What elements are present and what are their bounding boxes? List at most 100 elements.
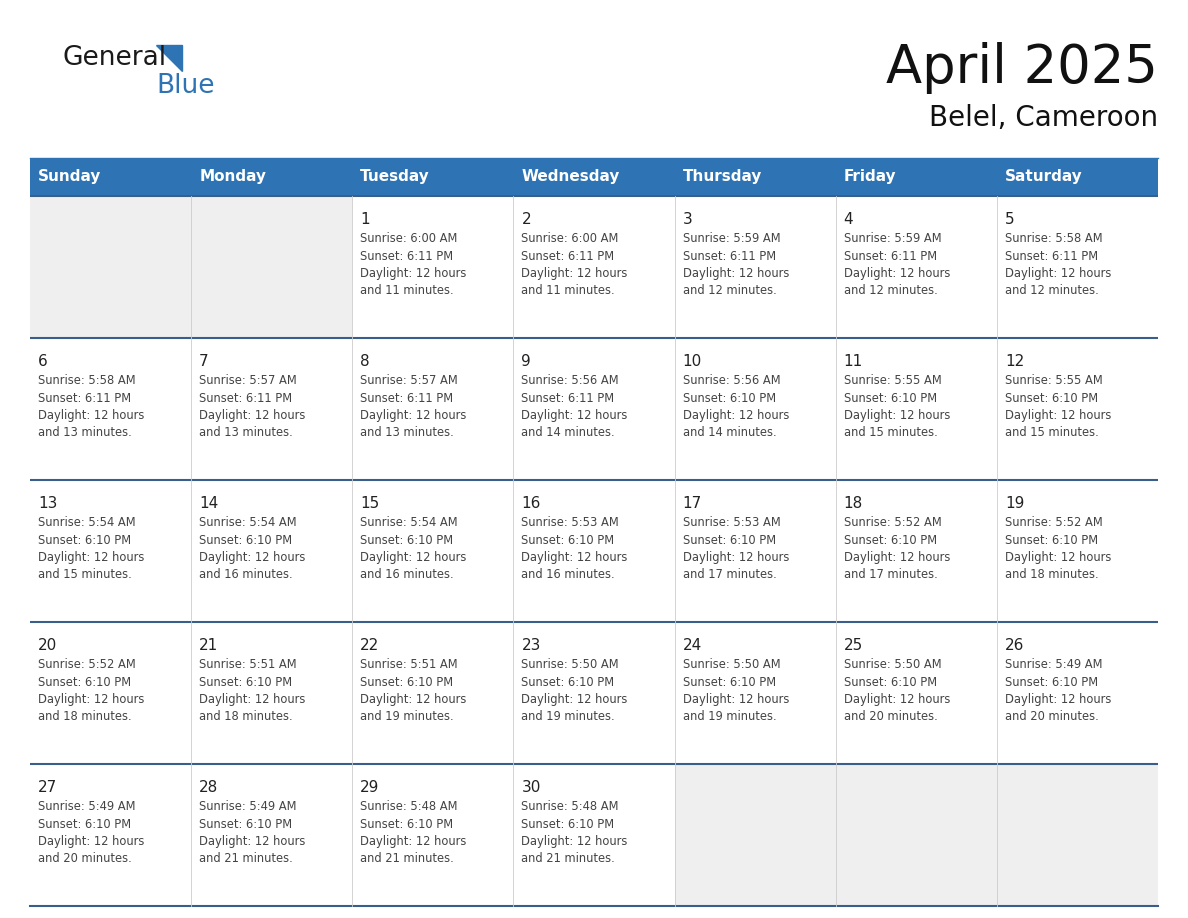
Text: Belel, Cameroon: Belel, Cameroon <box>929 104 1158 132</box>
Bar <box>30 480 191 622</box>
Bar <box>835 764 997 906</box>
Text: Sunrise: 5:55 AM
Sunset: 6:10 PM
Daylight: 12 hours
and 15 minutes.: Sunrise: 5:55 AM Sunset: 6:10 PM Dayligh… <box>1005 374 1111 440</box>
Text: Sunrise: 5:51 AM
Sunset: 6:10 PM
Daylight: 12 hours
and 18 minutes.: Sunrise: 5:51 AM Sunset: 6:10 PM Dayligh… <box>200 658 305 723</box>
Text: Friday: Friday <box>843 170 896 185</box>
Bar <box>997 622 1158 764</box>
Text: 5: 5 <box>1005 212 1015 227</box>
Bar <box>675 764 835 906</box>
Bar <box>675 338 835 480</box>
Text: 7: 7 <box>200 354 209 369</box>
Text: Sunrise: 6:00 AM
Sunset: 6:11 PM
Daylight: 12 hours
and 11 minutes.: Sunrise: 6:00 AM Sunset: 6:11 PM Dayligh… <box>522 232 627 297</box>
Text: 6: 6 <box>38 354 48 369</box>
Text: Sunrise: 5:57 AM
Sunset: 6:11 PM
Daylight: 12 hours
and 13 minutes.: Sunrise: 5:57 AM Sunset: 6:11 PM Dayligh… <box>360 374 467 440</box>
Bar <box>675 196 835 338</box>
Text: Sunrise: 5:58 AM
Sunset: 6:11 PM
Daylight: 12 hours
and 13 minutes.: Sunrise: 5:58 AM Sunset: 6:11 PM Dayligh… <box>38 374 145 440</box>
Text: 3: 3 <box>683 212 693 227</box>
Bar <box>997 764 1158 906</box>
Text: Sunrise: 5:51 AM
Sunset: 6:10 PM
Daylight: 12 hours
and 19 minutes.: Sunrise: 5:51 AM Sunset: 6:10 PM Dayligh… <box>360 658 467 723</box>
Bar <box>513 622 675 764</box>
Text: 23: 23 <box>522 638 541 653</box>
Bar <box>513 338 675 480</box>
Bar <box>835 196 997 338</box>
Text: 27: 27 <box>38 780 57 795</box>
Text: Sunrise: 6:00 AM
Sunset: 6:11 PM
Daylight: 12 hours
and 11 minutes.: Sunrise: 6:00 AM Sunset: 6:11 PM Dayligh… <box>360 232 467 297</box>
Text: Saturday: Saturday <box>1005 170 1082 185</box>
Text: 9: 9 <box>522 354 531 369</box>
Text: 8: 8 <box>360 354 369 369</box>
Bar <box>191 196 353 338</box>
Text: 30: 30 <box>522 780 541 795</box>
Text: 26: 26 <box>1005 638 1024 653</box>
Polygon shape <box>156 45 182 71</box>
Text: Sunrise: 5:52 AM
Sunset: 6:10 PM
Daylight: 12 hours
and 17 minutes.: Sunrise: 5:52 AM Sunset: 6:10 PM Dayligh… <box>843 516 950 581</box>
Text: Monday: Monday <box>200 170 266 185</box>
Text: Sunrise: 5:49 AM
Sunset: 6:10 PM
Daylight: 12 hours
and 20 minutes.: Sunrise: 5:49 AM Sunset: 6:10 PM Dayligh… <box>1005 658 1111 723</box>
Text: Sunrise: 5:52 AM
Sunset: 6:10 PM
Daylight: 12 hours
and 18 minutes.: Sunrise: 5:52 AM Sunset: 6:10 PM Dayligh… <box>38 658 145 723</box>
Bar <box>353 764 513 906</box>
Text: 24: 24 <box>683 638 702 653</box>
Text: Sunrise: 5:59 AM
Sunset: 6:11 PM
Daylight: 12 hours
and 12 minutes.: Sunrise: 5:59 AM Sunset: 6:11 PM Dayligh… <box>683 232 789 297</box>
Text: Sunrise: 5:53 AM
Sunset: 6:10 PM
Daylight: 12 hours
and 16 minutes.: Sunrise: 5:53 AM Sunset: 6:10 PM Dayligh… <box>522 516 627 581</box>
Bar <box>835 622 997 764</box>
Bar <box>675 480 835 622</box>
Bar <box>191 764 353 906</box>
Text: 18: 18 <box>843 496 862 511</box>
Bar <box>997 480 1158 622</box>
Text: Sunrise: 5:55 AM
Sunset: 6:10 PM
Daylight: 12 hours
and 15 minutes.: Sunrise: 5:55 AM Sunset: 6:10 PM Dayligh… <box>843 374 950 440</box>
Text: Sunrise: 5:59 AM
Sunset: 6:11 PM
Daylight: 12 hours
and 12 minutes.: Sunrise: 5:59 AM Sunset: 6:11 PM Dayligh… <box>843 232 950 297</box>
Bar <box>675 622 835 764</box>
Bar <box>191 480 353 622</box>
Text: 1: 1 <box>360 212 369 227</box>
Text: Sunrise: 5:56 AM
Sunset: 6:11 PM
Daylight: 12 hours
and 14 minutes.: Sunrise: 5:56 AM Sunset: 6:11 PM Dayligh… <box>522 374 627 440</box>
Text: Sunrise: 5:56 AM
Sunset: 6:10 PM
Daylight: 12 hours
and 14 minutes.: Sunrise: 5:56 AM Sunset: 6:10 PM Dayligh… <box>683 374 789 440</box>
Text: 14: 14 <box>200 496 219 511</box>
Text: Sunrise: 5:54 AM
Sunset: 6:10 PM
Daylight: 12 hours
and 16 minutes.: Sunrise: 5:54 AM Sunset: 6:10 PM Dayligh… <box>200 516 305 581</box>
Bar <box>997 338 1158 480</box>
Text: Sunrise: 5:53 AM
Sunset: 6:10 PM
Daylight: 12 hours
and 17 minutes.: Sunrise: 5:53 AM Sunset: 6:10 PM Dayligh… <box>683 516 789 581</box>
Bar <box>513 196 675 338</box>
Text: 20: 20 <box>38 638 57 653</box>
Text: 29: 29 <box>360 780 380 795</box>
Text: 21: 21 <box>200 638 219 653</box>
Bar <box>30 196 191 338</box>
Text: Sunrise: 5:54 AM
Sunset: 6:10 PM
Daylight: 12 hours
and 16 minutes.: Sunrise: 5:54 AM Sunset: 6:10 PM Dayligh… <box>360 516 467 581</box>
Text: General: General <box>62 45 166 71</box>
Text: Sunrise: 5:52 AM
Sunset: 6:10 PM
Daylight: 12 hours
and 18 minutes.: Sunrise: 5:52 AM Sunset: 6:10 PM Dayligh… <box>1005 516 1111 581</box>
Text: Sunrise: 5:54 AM
Sunset: 6:10 PM
Daylight: 12 hours
and 15 minutes.: Sunrise: 5:54 AM Sunset: 6:10 PM Dayligh… <box>38 516 145 581</box>
Text: 16: 16 <box>522 496 541 511</box>
Text: 13: 13 <box>38 496 57 511</box>
Text: Sunrise: 5:49 AM
Sunset: 6:10 PM
Daylight: 12 hours
and 20 minutes.: Sunrise: 5:49 AM Sunset: 6:10 PM Dayligh… <box>38 800 145 866</box>
Bar <box>513 764 675 906</box>
Text: 28: 28 <box>200 780 219 795</box>
Bar <box>835 480 997 622</box>
Text: Thursday: Thursday <box>683 170 762 185</box>
Text: 25: 25 <box>843 638 862 653</box>
Bar <box>353 338 513 480</box>
Bar <box>353 196 513 338</box>
Text: 2: 2 <box>522 212 531 227</box>
Text: Sunrise: 5:49 AM
Sunset: 6:10 PM
Daylight: 12 hours
and 21 minutes.: Sunrise: 5:49 AM Sunset: 6:10 PM Dayligh… <box>200 800 305 866</box>
Bar <box>30 158 1158 196</box>
Text: 17: 17 <box>683 496 702 511</box>
Bar <box>30 622 191 764</box>
Text: 15: 15 <box>360 496 379 511</box>
Text: Sunrise: 5:50 AM
Sunset: 6:10 PM
Daylight: 12 hours
and 19 minutes.: Sunrise: 5:50 AM Sunset: 6:10 PM Dayligh… <box>522 658 627 723</box>
Text: 12: 12 <box>1005 354 1024 369</box>
Bar <box>30 764 191 906</box>
Text: Sunday: Sunday <box>38 170 101 185</box>
Text: Tuesday: Tuesday <box>360 170 430 185</box>
Text: 11: 11 <box>843 354 862 369</box>
Text: 4: 4 <box>843 212 853 227</box>
Text: Blue: Blue <box>156 73 215 99</box>
Bar <box>353 480 513 622</box>
Text: 19: 19 <box>1005 496 1024 511</box>
Bar <box>191 622 353 764</box>
Text: Wednesday: Wednesday <box>522 170 620 185</box>
Bar <box>30 338 191 480</box>
Text: Sunrise: 5:58 AM
Sunset: 6:11 PM
Daylight: 12 hours
and 12 minutes.: Sunrise: 5:58 AM Sunset: 6:11 PM Dayligh… <box>1005 232 1111 297</box>
Bar <box>513 480 675 622</box>
Text: Sunrise: 5:57 AM
Sunset: 6:11 PM
Daylight: 12 hours
and 13 minutes.: Sunrise: 5:57 AM Sunset: 6:11 PM Dayligh… <box>200 374 305 440</box>
Text: April 2025: April 2025 <box>886 42 1158 94</box>
Text: Sunrise: 5:50 AM
Sunset: 6:10 PM
Daylight: 12 hours
and 19 minutes.: Sunrise: 5:50 AM Sunset: 6:10 PM Dayligh… <box>683 658 789 723</box>
Text: 22: 22 <box>360 638 379 653</box>
